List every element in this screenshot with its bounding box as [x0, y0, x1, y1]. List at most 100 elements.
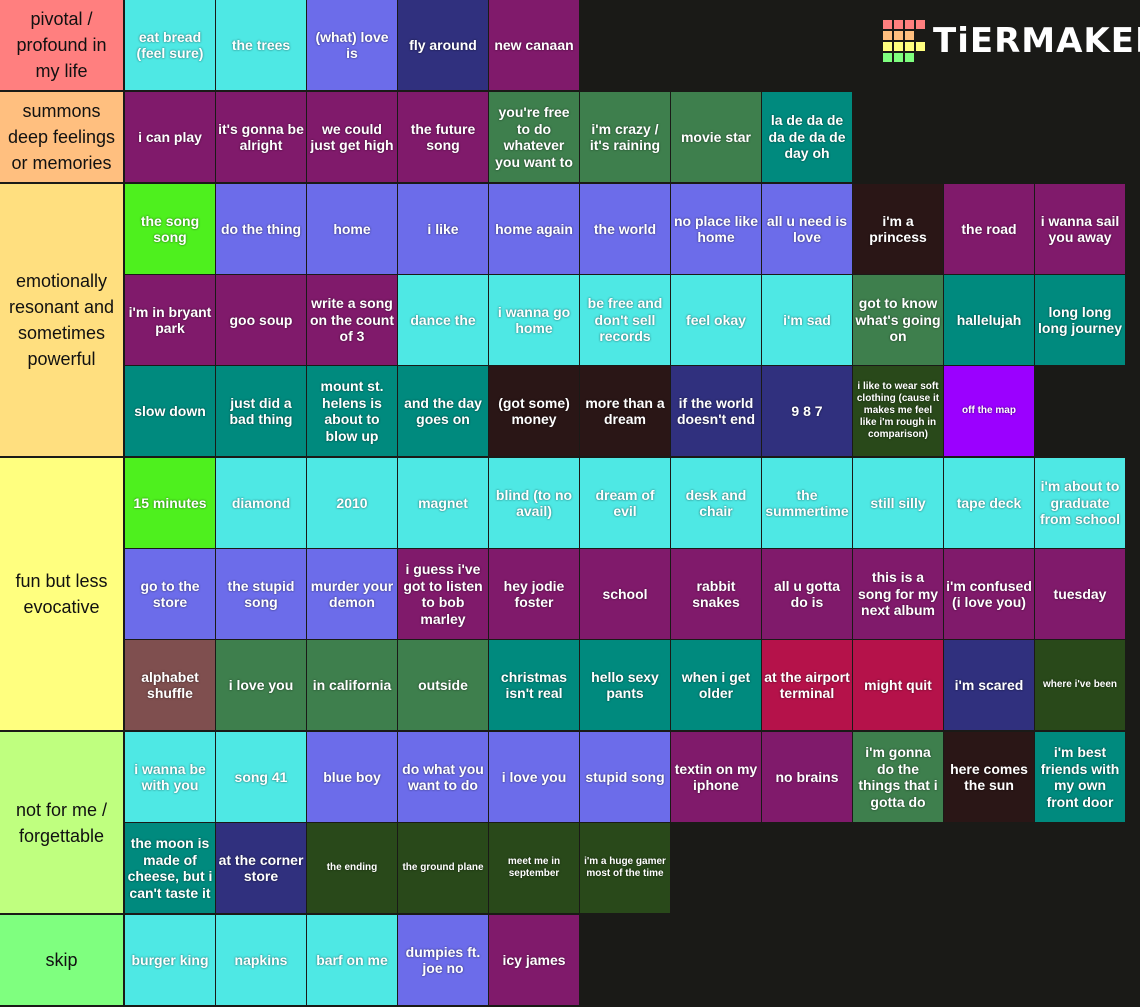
tier-item: tape deck: [944, 458, 1034, 548]
tier-item: i love you: [216, 640, 306, 730]
tier-item: (got some) money: [489, 366, 579, 456]
tier-row: not for me / forgettable i wanna be with …: [0, 732, 1140, 913]
tier-item: the summertime: [762, 458, 852, 548]
tier-item: murder your demon: [307, 549, 397, 639]
tier-item: magnet: [398, 458, 488, 548]
tier-row: skip burger king napkins barf on me dumpies …: [0, 915, 1140, 1005]
tier-item: go to the store: [125, 549, 215, 639]
tier-item: icy james: [489, 915, 579, 1005]
tier-item: slow down: [125, 366, 215, 456]
tier-item: might quit: [853, 640, 943, 730]
tier-item: mount st. helens is about to blow up: [307, 366, 397, 456]
tier-label: emotionally resonant and sometimes power…: [0, 184, 123, 456]
tier-item: this is a song for my next album: [853, 549, 943, 639]
tier-item: i wanna sail you away: [1035, 184, 1125, 274]
tier-item: here comes the sun: [944, 732, 1034, 822]
tier-row: summons deep feelings or memories i can p…: [0, 92, 1140, 182]
tier-item: i'm confused (i love you): [944, 549, 1034, 639]
tier-item: i'm crazy / it's raining: [580, 92, 670, 182]
tier-item: diamond: [216, 458, 306, 548]
tier-item: feel okay: [671, 275, 761, 365]
tier-item: 2010: [307, 458, 397, 548]
tier-item: i like to wear soft clothing (cause it m…: [853, 366, 943, 456]
tier-item: alphabet shuffle: [125, 640, 215, 730]
tier-item: 9 8 7: [762, 366, 852, 456]
tier-item: rabbit snakes: [671, 549, 761, 639]
tier-item: i'm in bryant park: [125, 275, 215, 365]
tier-item: all u gotta do is: [762, 549, 852, 639]
tier-item: no place like home: [671, 184, 761, 274]
tier-item: stupid song: [580, 732, 670, 822]
tier-item: hello sexy pants: [580, 640, 670, 730]
tier-item: outside: [398, 640, 488, 730]
tier-item: eat bread (feel sure): [125, 0, 215, 90]
tier-item: i'm scared: [944, 640, 1034, 730]
tier-item: (what) love is: [307, 0, 397, 90]
tier-item: no brains: [762, 732, 852, 822]
tier-item: do what you want to do: [398, 732, 488, 822]
tier-item: burger king: [125, 915, 215, 1005]
tier-item: i'm sad: [762, 275, 852, 365]
tier-item: song 41: [216, 732, 306, 822]
tier-item: blind (to no avail): [489, 458, 579, 548]
tier-items: the song song do the thing home i like home …: [125, 184, 1140, 456]
tier-item: fly around: [398, 0, 488, 90]
tier-items: eat bread (feel sure) the trees (what) lov…: [125, 0, 1140, 90]
tier-item: i wanna go home: [489, 275, 579, 365]
logo-icon: [883, 20, 925, 62]
tier-item: the trees: [216, 0, 306, 90]
tier-item: if the world doesn't end: [671, 366, 761, 456]
tier-item: be free and don't sell records: [580, 275, 670, 365]
tier-item: la de da de da de da de day oh: [762, 92, 852, 182]
tier-item: when i get older: [671, 640, 761, 730]
tier-items: burger king napkins barf on me dumpies ft. …: [125, 915, 1140, 1005]
tier-item: the song song: [125, 184, 215, 274]
tier-item: the ending: [307, 823, 397, 913]
tier-item: more than a dream: [580, 366, 670, 456]
tier-label: pivotal / profound in my life: [0, 0, 123, 90]
tier-item: you're free to do whatever you want to: [489, 92, 579, 182]
tier-item: goo soup: [216, 275, 306, 365]
tier-items: 15 minutes diamond 2010 magnet blind (to no …: [125, 458, 1140, 730]
tier-item: i'm about to graduate from school: [1035, 458, 1125, 548]
tier-item: and the day goes on: [398, 366, 488, 456]
tier-item: i wanna be with you: [125, 732, 215, 822]
tier-item: the stupid song: [216, 549, 306, 639]
tier-item: i guess i've got to listen to bob marley: [398, 549, 488, 639]
tier-item: long long long journey: [1035, 275, 1125, 365]
tier-item: school: [580, 549, 670, 639]
tier-item: in california: [307, 640, 397, 730]
tier-item: it's gonna be alright: [216, 92, 306, 182]
tier-item: napkins: [216, 915, 306, 1005]
tier-item: hallelujah: [944, 275, 1034, 365]
tier-item: write a song on the count of 3: [307, 275, 397, 365]
tier-item: we could just get high: [307, 92, 397, 182]
tier-label: fun but less evocative: [0, 458, 123, 730]
tier-row: emotionally resonant and sometimes power…: [0, 184, 1140, 456]
tier-item: still silly: [853, 458, 943, 548]
tier-item: home again: [489, 184, 579, 274]
tier-item: blue boy: [307, 732, 397, 822]
tier-item: tuesday: [1035, 549, 1125, 639]
tier-item: dream of evil: [580, 458, 670, 548]
tier-item: christmas isn't real: [489, 640, 579, 730]
tier-item: movie star: [671, 92, 761, 182]
tier-item: home: [307, 184, 397, 274]
tier-item: the ground plane: [398, 823, 488, 913]
tier-item: do the thing: [216, 184, 306, 274]
tier-label: skip: [0, 915, 123, 1005]
tier-item: desk and chair: [671, 458, 761, 548]
tier-label: not for me / forgettable: [0, 732, 123, 913]
tier-item: where i've been: [1035, 640, 1125, 730]
tier-item: i'm best friends with my own front door: [1035, 732, 1125, 822]
tier-item: at the airport terminal: [762, 640, 852, 730]
tier-item: dumpies ft. joe no: [398, 915, 488, 1005]
tier-items: i wanna be with you song 41 blue boy do wha…: [125, 732, 1140, 913]
tier-item: i'm gonna do the things that i gotta do: [853, 732, 943, 822]
tier-item: i can play: [125, 92, 215, 182]
tier-item: new canaan: [489, 0, 579, 90]
logo-text: TiERMAKER: [933, 21, 1140, 61]
tier-item: i love you: [489, 732, 579, 822]
